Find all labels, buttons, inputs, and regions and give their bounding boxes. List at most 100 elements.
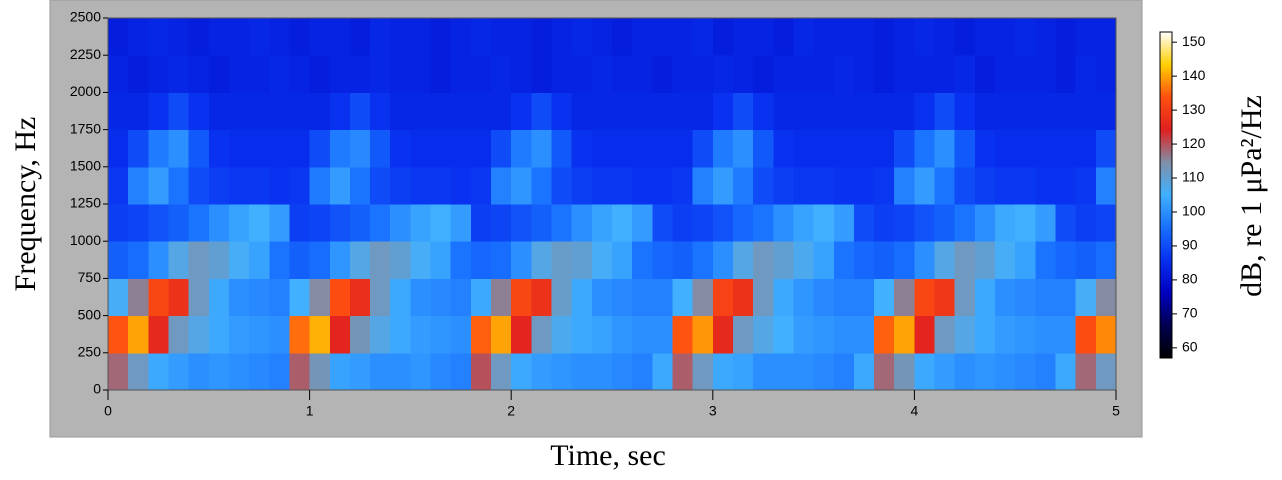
x-tick-label: 0 <box>104 403 112 419</box>
heatmap-cell <box>188 18 210 56</box>
colorbar-tick-label: 100 <box>1182 203 1206 219</box>
y-tick-label: 750 <box>78 269 102 285</box>
heatmap-cell <box>692 55 714 93</box>
heatmap-cell <box>874 129 895 168</box>
heatmap-cell <box>1095 241 1117 279</box>
heatmap-cell <box>874 166 895 205</box>
heatmap-cell <box>108 241 129 279</box>
heatmap-cell <box>148 55 169 93</box>
heatmap-cell <box>450 278 472 317</box>
heatmap-cell <box>934 129 956 168</box>
heatmap-cell <box>874 92 895 131</box>
heatmap-cell <box>914 204 936 242</box>
heatmap-cell <box>652 55 673 93</box>
heatmap-cell <box>309 55 331 93</box>
heatmap-cell <box>269 204 290 242</box>
heatmap-cell <box>289 166 311 205</box>
heatmap-cell <box>773 166 794 205</box>
heatmap-cell <box>672 315 694 354</box>
heatmap-cell <box>128 166 149 205</box>
y-tick-label: 1500 <box>70 158 101 174</box>
y-tick-label: 1250 <box>70 195 101 211</box>
heatmap-cell <box>390 92 411 131</box>
heatmap-cell <box>853 352 875 391</box>
heatmap-cell <box>410 241 432 279</box>
heatmap-cell <box>652 278 673 317</box>
heatmap-cell <box>551 92 573 131</box>
heatmap-cell <box>793 315 815 354</box>
heatmap-cell <box>954 315 976 354</box>
heatmap-cell <box>712 129 734 168</box>
heatmap-cell <box>632 166 653 205</box>
heatmap-cell <box>894 129 915 168</box>
heatmap-cell <box>1075 278 1097 317</box>
heatmap-cell <box>612 18 633 56</box>
heatmap-cell <box>168 278 190 317</box>
heatmap-cell <box>269 92 290 131</box>
heatmap-cell <box>208 315 230 354</box>
heatmap-cell <box>491 55 512 93</box>
heatmap-cell <box>612 166 633 205</box>
heatmap-cell <box>410 18 432 56</box>
heatmap-cell <box>692 166 714 205</box>
heatmap-cell <box>773 315 794 354</box>
heatmap-cell <box>329 55 351 93</box>
colorbar-tick-label: 80 <box>1182 271 1198 287</box>
colorbar-label: dB, re 1 μPa²/Hz <box>1235 95 1268 297</box>
heatmap-cell <box>974 166 996 205</box>
heatmap-cell <box>995 204 1016 242</box>
heatmap-cell <box>329 204 351 242</box>
heatmap-cell <box>390 166 411 205</box>
heatmap-cell <box>954 352 976 391</box>
heatmap-cell <box>934 55 956 93</box>
x-tick-label: 1 <box>306 403 314 419</box>
heatmap-cell <box>269 166 290 205</box>
heatmap-cell <box>491 278 512 317</box>
heatmap-cell <box>712 241 734 279</box>
heatmap-cell <box>1055 241 1077 279</box>
heatmap-cell <box>329 18 351 56</box>
heatmap-cell <box>208 204 230 242</box>
heatmap-cell <box>430 166 452 205</box>
heatmap-cell <box>672 92 694 131</box>
heatmap-cell <box>208 278 230 317</box>
heatmap-cell <box>652 352 673 391</box>
heatmap-cell <box>188 315 210 354</box>
heatmap-cell <box>309 315 331 354</box>
heatmap-cell <box>1055 278 1077 317</box>
y-tick-label: 1750 <box>70 120 101 136</box>
heatmap-cell <box>571 129 593 168</box>
heatmap-cell <box>269 352 290 391</box>
heatmap-cell <box>612 204 633 242</box>
heatmap-cell <box>269 315 290 354</box>
heatmap-cell <box>430 55 452 93</box>
heatmap-cell <box>329 241 351 279</box>
heatmap-cell <box>853 241 875 279</box>
heatmap-cell <box>732 278 754 317</box>
heatmap-cell <box>571 315 593 354</box>
heatmap-cell <box>349 204 371 242</box>
heatmap-cell <box>551 278 573 317</box>
heatmap-cell <box>208 18 230 56</box>
heatmap-cell <box>188 278 210 317</box>
heatmap-cell <box>692 315 714 354</box>
heatmap-cell <box>914 352 936 391</box>
heatmap-cell <box>329 315 351 354</box>
heatmap-cell <box>1095 278 1117 317</box>
heatmap-cell <box>1015 352 1036 391</box>
heatmap-cell <box>692 278 714 317</box>
heatmap-cell <box>571 204 593 242</box>
heatmap-cell <box>470 278 492 317</box>
heatmap-cell <box>329 166 351 205</box>
heatmap-cell <box>1055 315 1077 354</box>
heatmap-cell <box>511 315 532 354</box>
heatmap-cell <box>148 315 169 354</box>
heatmap-cell <box>672 204 694 242</box>
heatmap-cell <box>1015 166 1036 205</box>
heatmap-cell <box>894 55 915 93</box>
heatmap-cell <box>249 55 270 93</box>
heatmap-cell <box>430 129 452 168</box>
heatmap-cell <box>370 278 391 317</box>
heatmap-cell <box>954 241 976 279</box>
heatmap-cell <box>309 241 331 279</box>
